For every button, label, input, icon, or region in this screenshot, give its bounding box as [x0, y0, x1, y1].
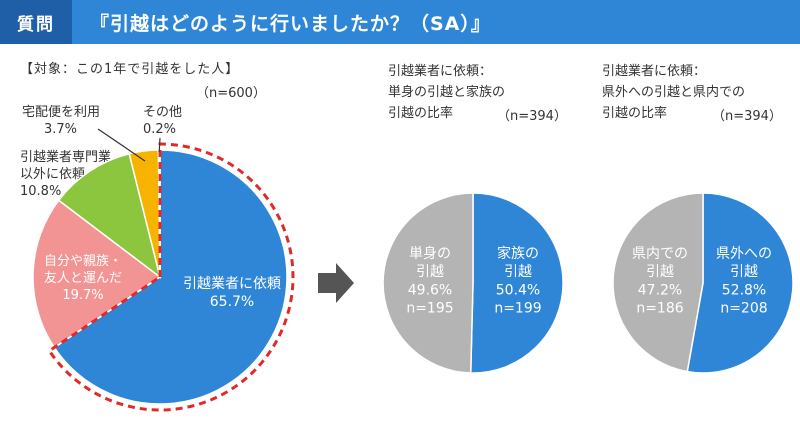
chart3-label-1: 県内での引越 47.2% n=186 — [632, 246, 688, 317]
chart3-title-line: 県外への引越と県内での — [602, 85, 746, 100]
slice-label-professional: 引越業者に依頼 65.7% — [183, 276, 281, 310]
slice-label-other: その他 — [143, 105, 183, 120]
chart1-n-label: （n=600） — [196, 86, 266, 101]
pie-slice-1 — [32, 199, 162, 349]
slice-label-line: 引越業者専門業 — [20, 150, 112, 165]
chart3-slice-0 — [686, 192, 794, 374]
slice-label-delivery: 宅配便を利用 — [22, 105, 101, 120]
pie-slice-0 — [53, 149, 288, 405]
leader-line-delivery — [97, 128, 146, 162]
chart3-title-line: 引越業者に依頼： — [602, 64, 707, 79]
question-title: 『引越はどのように行いましたか？（SA）』 — [90, 12, 491, 35]
chart1-subtitle: 【対象：この1年で引越をした人】 — [20, 62, 240, 77]
slice-value-delivery: 3.7% — [44, 122, 78, 137]
question-header: 質問 『引越はどのように行いましたか？（SA）』 — [0, 0, 800, 44]
slice-value-nonprofessional: 10.8% — [20, 184, 62, 199]
chart2-title-line: 単身の引越と家族の — [388, 85, 506, 100]
chart3-title: 引越業者に依頼： 県外への引越と県内での 引越の比率 — [602, 61, 745, 124]
chart2-title: 引越業者に依頼： 単身の引越と家族の 引越の比率 — [388, 61, 505, 124]
chart2-n-label: （n=394） — [497, 109, 567, 124]
leader-line-other — [158, 137, 161, 153]
chart2-label-1: 単身の引越 49.6% n=195 — [406, 246, 453, 317]
chart2-title-line: 引越の比率 — [388, 106, 454, 121]
question-tag: 質問 — [0, 0, 72, 44]
chart2-slice-1 — [382, 192, 474, 374]
chart2-slice-0 — [469, 192, 564, 374]
slice-value-other: 0.2% — [143, 122, 177, 137]
slice-label-self: 自分や親族・友人と運んだ 19.7% — [44, 253, 122, 303]
highlight-ring — [47, 142, 295, 412]
chart2-label-0: 家族の引越 50.4% n=199 — [494, 245, 541, 317]
chart3-label-0: 県外への引越 52.8% n=208 — [716, 246, 772, 317]
arrow-icon — [318, 263, 354, 303]
chart3-slice-1 — [612, 192, 704, 373]
chart3-n-label: （n=394） — [712, 109, 782, 124]
chart2-title-line: 引越業者に依頼： — [388, 64, 493, 79]
slice-label-nonprofessional: 引越業者専門業 以外に依頼 10.8% — [20, 149, 111, 200]
slice-label-line: 以外に依頼 — [20, 167, 86, 182]
chart3-title-line: 引越の比率 — [602, 106, 668, 121]
pie-slice-2 — [57, 152, 162, 279]
